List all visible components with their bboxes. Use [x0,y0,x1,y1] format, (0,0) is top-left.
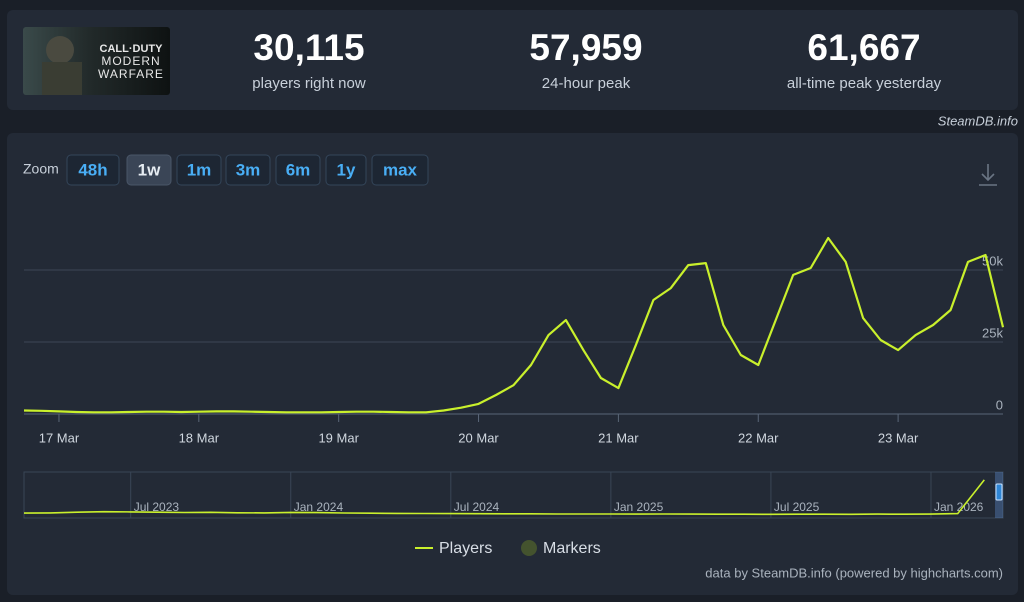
logo-figure-body [42,62,82,95]
zoom-button[interactable]: 1m [176,154,222,186]
zoom-button[interactable]: 1y [325,154,367,186]
zoom-button-label[interactable]: 1w [138,160,161,179]
stat-value: 30,115 [253,27,364,68]
zoom-button-box[interactable] [371,154,429,186]
legend-marker-icon [521,540,537,556]
zoom-button-box[interactable] [176,154,222,186]
watermark: SteamDB.info [938,113,1018,128]
navigator-label: Jul 2024 [454,500,500,514]
navigator-label: Jan 2024 [294,500,344,514]
zoom-button[interactable]: 1w [126,154,172,186]
logo-figure-head [46,36,74,64]
x-tick-label: 22 Mar [738,430,779,445]
navigator-label: Jul 2023 [134,500,180,514]
stat-label: players right now [252,75,366,92]
zoom-button-label[interactable]: 3m [236,160,261,179]
chart-panel [7,133,1018,595]
x-tick-label: 17 Mar [39,430,80,445]
zoom-button[interactable]: 3m [225,154,271,186]
zoom-button-label[interactable]: 1m [187,160,212,179]
zoom-button-label[interactable]: 6m [286,160,311,179]
navigator-handle[interactable] [995,483,1003,501]
players-line [23,236,1005,414]
credits: data by SteamDB.info (powered by highcha… [705,565,1003,580]
zoom-button-label[interactable]: 48h [78,160,107,179]
zoom-button-box[interactable] [325,154,367,186]
x-tick-label: 19 Mar [318,430,359,445]
header-panel [7,10,1018,110]
navigator-line [23,479,985,516]
zoom-button-box[interactable] [66,154,120,186]
legend-label[interactable]: Markers [543,540,601,557]
x-tick-label: 20 Mar [458,430,499,445]
y-tick-label: 25k [982,325,1003,340]
legend-label[interactable]: Players [439,540,492,557]
navigator-label: Jan 2025 [614,500,664,514]
zoom-button-box[interactable] [225,154,271,186]
stat-label: all-time peak yesterday [787,75,942,92]
x-tick-label: 18 Mar [179,430,220,445]
y-tick-label: 0 [996,397,1003,412]
zoom-button[interactable]: 48h [66,154,120,186]
navigator-label: Jan 2026 [934,500,984,514]
logo-text: WARFARE [98,67,164,81]
stat-label: 24-hour peak [542,75,631,92]
stat-value: 61,667 [807,27,920,68]
zoom-button[interactable]: 6m [275,154,321,186]
download-icon[interactable] [979,164,997,186]
zoom-button-label[interactable]: max [383,160,418,179]
navigator-frame [23,471,1004,519]
logo-text: MODERN [101,54,160,68]
zoom-label: Zoom [23,161,59,177]
x-tick-label: 23 Mar [878,430,919,445]
zoom-button[interactable]: max [371,154,429,186]
stat-value: 57,959 [529,27,642,68]
logo-text: CALL·DUTY [100,43,164,55]
zoom-button-label[interactable]: 1y [337,160,356,179]
navigator-label: Jul 2025 [774,500,820,514]
zoom-button-box[interactable] [126,154,172,186]
zoom-buttons: 48h 1w 1m 3m 6m 1y max [66,154,429,186]
x-tick-label: 21 Mar [598,430,639,445]
zoom-button-box[interactable] [275,154,321,186]
